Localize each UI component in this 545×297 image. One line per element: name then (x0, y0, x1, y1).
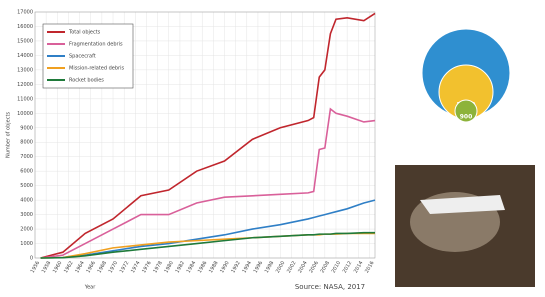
y-tick-label: 9000 (20, 125, 33, 131)
x-tick-label: 1964 (74, 260, 86, 274)
source: Source: NASA, 2017 (295, 283, 365, 291)
x-tick-label: 2002 (286, 260, 298, 274)
x-tick-label: 1958 (41, 260, 53, 274)
chart: Number of objects Year Source: NASA, 201… (0, 0, 545, 293)
x-tick-label: 2010 (331, 260, 343, 274)
x-tick-label: 1974 (130, 260, 142, 274)
x-tick-label: 2014 (353, 260, 365, 274)
x-tick-label: 1986 (197, 260, 209, 274)
x-tick-label: 2006 (308, 260, 320, 274)
x-tick-label: 1994 (241, 260, 253, 274)
legend-label: Rocket bodies (69, 78, 104, 84)
y-tick-label: 13000 (17, 67, 33, 73)
x-tick-label: 1990 (219, 260, 231, 274)
x-tick-label: 1980 (163, 260, 175, 274)
y-tick-label: 14000 (17, 53, 33, 59)
x-tick-label: 1996 (253, 260, 265, 274)
y-tick-label: 16000 (17, 24, 33, 30)
y-tick-label: 8000 (20, 140, 33, 146)
x-tick-label: 2008 (319, 260, 331, 274)
x-tick-label: 1998 (264, 260, 276, 274)
legend-label: Spacecraft (69, 54, 96, 60)
x-tick-label: 1984 (186, 260, 198, 274)
y-axis-title: Number of objects (6, 112, 12, 158)
y-tick-label: 4000 (20, 198, 33, 204)
y-tick-label: 15000 (17, 38, 33, 44)
x-tick-label: 1988 (208, 260, 220, 274)
x-tick-label: 2004 (297, 260, 309, 274)
y-tick-label: 5000 (20, 183, 33, 189)
circle-label: 900 (460, 114, 473, 121)
y-tick-label: 0 (30, 256, 33, 262)
y-tick-label: 6000 (20, 169, 33, 175)
y-tick-label: 2000 (20, 227, 33, 233)
x-tick-label: 1956 (30, 260, 42, 274)
page: {"chart_data": {"type": "line", "x_label… (0, 0, 545, 293)
y-tick-label: 17000 (17, 10, 33, 16)
x-tick-label: 1982 (175, 260, 187, 274)
x-tick-label: 1962 (63, 260, 75, 274)
x-tick-label: 1992 (230, 260, 242, 274)
x-axis-title: Year (84, 285, 97, 291)
y-tick-label: 3000 (20, 212, 33, 218)
x-tick-label: 2016 (364, 260, 376, 274)
x-tick-label: 1978 (152, 260, 164, 274)
legend-label: Fragmentation debris (69, 42, 123, 48)
x-tick-label: 2000 (275, 260, 287, 274)
y-tick-label: 7000 (20, 154, 33, 160)
x-tick-label: 1972 (119, 260, 131, 274)
y-tick-label: 10000 (17, 111, 33, 117)
x-tick-label: 1960 (52, 260, 64, 274)
y-tick-label: 1000 (20, 241, 33, 247)
legend-label: Total objects (68, 30, 101, 36)
x-tick-label: 1970 (108, 260, 120, 274)
x-tick-label: 1968 (97, 260, 109, 274)
y-tick-label: 12000 (17, 82, 33, 88)
y-tick-label: 11000 (17, 96, 33, 102)
legend-label: Mission-related debris (69, 66, 124, 72)
x-tick-label: 2012 (342, 260, 354, 274)
x-tick-label: 1966 (85, 260, 97, 274)
x-tick-label: 1976 (141, 260, 153, 274)
